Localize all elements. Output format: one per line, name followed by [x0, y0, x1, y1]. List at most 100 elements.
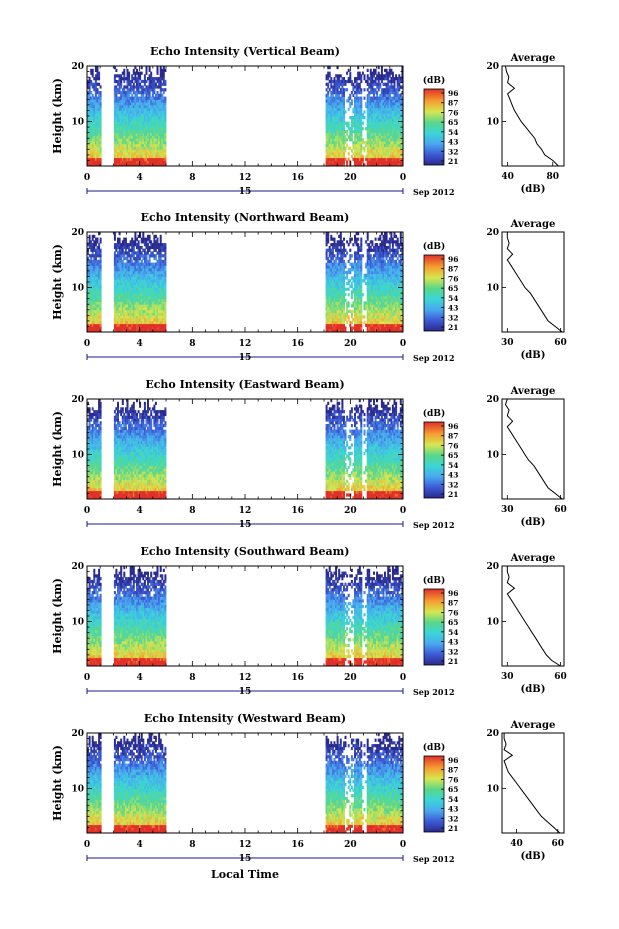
- heatmap-cell: [349, 138, 352, 142]
- heatmap-cell: [96, 135, 99, 139]
- heatmap-cell: [94, 315, 97, 319]
- heatmap-cell: [129, 129, 132, 134]
- heatmap-cell: [147, 138, 149, 142]
- heatmap-cell: [373, 107, 375, 111]
- heatmap-cell: [368, 77, 371, 81]
- heatmap-cell: [88, 129, 91, 134]
- heatmap-cell: [123, 116, 126, 120]
- heatmap-cell: [153, 141, 156, 145]
- heatmap-cell: [136, 141, 138, 145]
- heatmap-cell: [330, 116, 333, 120]
- heatmap-cell: [331, 121, 334, 125]
- heatmap-cell: [124, 290, 127, 294]
- heatmap-cell: [134, 257, 137, 261]
- heatmap-cell: [121, 88, 124, 92]
- heatmap-cell: [159, 66, 162, 70]
- heatmap-cell: [388, 71, 391, 75]
- heatmap-cell: [120, 326, 123, 330]
- heatmap-cell: [164, 262, 167, 266]
- heatmap-cell: [350, 293, 353, 297]
- heatmap-cell: [384, 141, 386, 145]
- heatmap-cell: [327, 143, 330, 147]
- heatmap-cell: [158, 146, 161, 150]
- heatmap-cell: [115, 85, 118, 89]
- heatmap-cell: [118, 304, 121, 308]
- heatmap-cell: [385, 102, 388, 106]
- heatmap-cell: [148, 88, 151, 92]
- heatmap-cell: [358, 141, 361, 145]
- heatmap-cell: [396, 154, 399, 159]
- heatmap-cell: [335, 79, 338, 84]
- heatmap-cell: [360, 88, 363, 92]
- heatmap-cell: [355, 157, 358, 161]
- heatmap-cell: [126, 121, 129, 125]
- heatmap-cell: [94, 124, 97, 128]
- heatmap-cell: [151, 99, 154, 103]
- heatmap-cell: [120, 251, 123, 255]
- heatmap-cell: [143, 138, 146, 142]
- heatmap-cell: [134, 290, 137, 294]
- heatmap-cell: [352, 141, 355, 145]
- heatmap-cell: [327, 74, 330, 78]
- heatmap-cell: [158, 132, 161, 136]
- heatmap-cell: [398, 132, 401, 136]
- colorbar-tick-label: 21: [448, 157, 458, 166]
- heatmap-cell: [164, 298, 167, 302]
- heatmap-cell: [98, 110, 101, 114]
- heatmap-cell: [94, 276, 97, 280]
- heatmap-cell: [93, 149, 96, 153]
- heatmap-cell: [352, 88, 355, 92]
- heatmap-cell: [357, 66, 360, 70]
- heatmap-cell: [382, 102, 385, 106]
- heatmap-cell: [339, 116, 342, 120]
- heatmap-cell: [336, 93, 339, 97]
- heatmap-cell: [145, 141, 148, 145]
- heatmap-cell: [343, 152, 345, 156]
- heatmap-cell: [121, 287, 124, 291]
- heatmap-cell: [336, 127, 339, 131]
- average-x-label: (dB): [521, 184, 546, 195]
- heatmap-cell: [156, 146, 159, 150]
- heatmap-cell: [147, 113, 149, 117]
- heatmap-cell: [128, 79, 131, 84]
- heatmap-cell: [335, 157, 338, 161]
- heatmap-cell: [94, 152, 97, 156]
- heatmap-cell: [388, 124, 391, 128]
- heatmap-cell: [390, 152, 393, 156]
- colorbar-tick-label: 87: [448, 99, 458, 108]
- heatmap-cell: [369, 104, 372, 109]
- heatmap-cell: [164, 154, 167, 159]
- heatmap-cell: [123, 71, 126, 75]
- heatmap-cell: [369, 152, 372, 156]
- heatmap-cell: [94, 74, 97, 78]
- heatmap-cell: [137, 149, 140, 153]
- heatmap-cell: [96, 295, 99, 300]
- heatmap-cell: [369, 163, 372, 167]
- heatmap-cell: [121, 295, 124, 300]
- heatmap-cell: [88, 149, 91, 153]
- heatmap-cell: [123, 290, 126, 294]
- heatmap-cell: [136, 323, 138, 327]
- heatmap-cell: [124, 307, 127, 311]
- heatmap-cell: [343, 304, 345, 308]
- heatmap-cell: [384, 110, 386, 114]
- heatmap-cell: [134, 110, 137, 114]
- heatmap-cell: [393, 93, 396, 97]
- heatmap-cell: [360, 141, 363, 145]
- heatmap-cell: [87, 262, 89, 266]
- heatmap-cell: [366, 93, 369, 97]
- heatmap-cell: [382, 118, 385, 122]
- heatmap-cell: [94, 301, 97, 305]
- heatmap-cell: [131, 265, 134, 269]
- heatmap-cell: [93, 138, 96, 142]
- heatmap-cell: [136, 237, 138, 241]
- heatmap-cell: [368, 91, 371, 95]
- heatmap-cell: [117, 290, 119, 294]
- heatmap-cell: [142, 163, 145, 167]
- heatmap-cell: [99, 284, 102, 288]
- heatmap-cell: [113, 116, 116, 120]
- heatmap-cell: [113, 96, 116, 100]
- heatmap-cell: [154, 96, 157, 100]
- heatmap-cell: [388, 146, 391, 150]
- heatmap-cell: [333, 124, 336, 128]
